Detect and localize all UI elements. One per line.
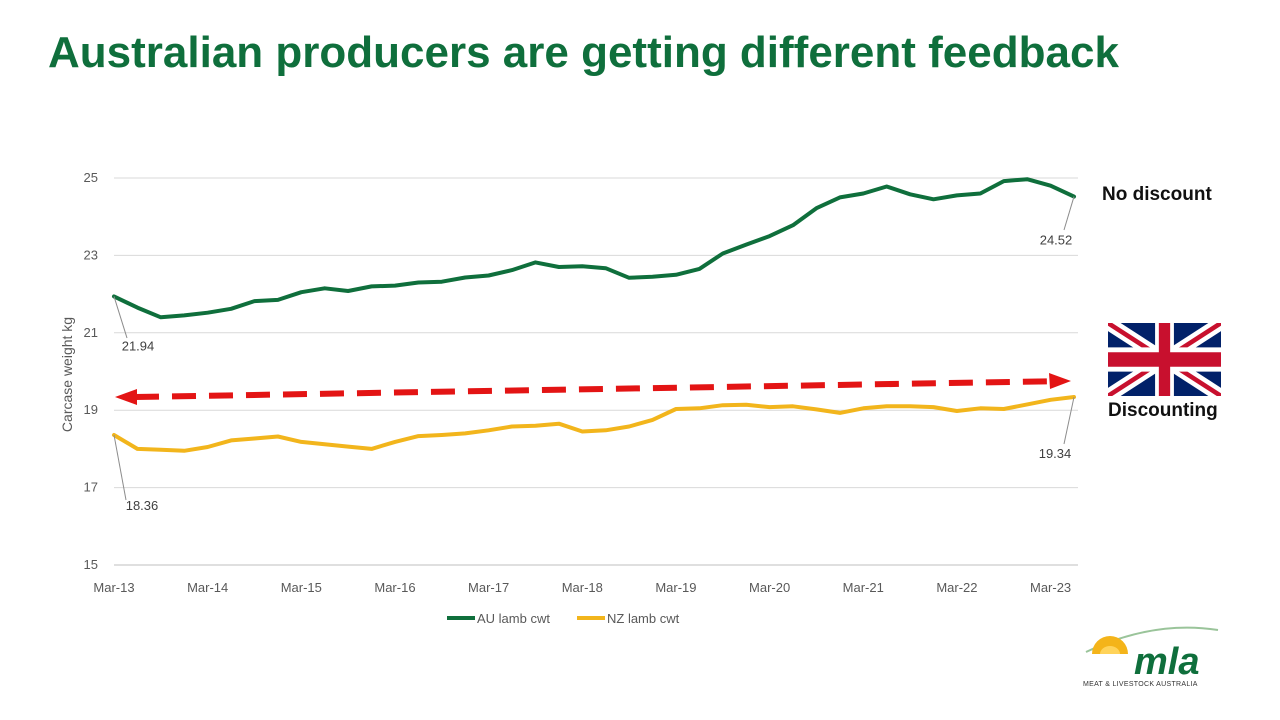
- logo-tagline: MEAT & LIVESTOCK AUSTRALIA: [1083, 681, 1198, 688]
- data-label: 19.34: [1039, 446, 1072, 461]
- uk-flag-icon: [1108, 323, 1221, 396]
- data-label: 24.52: [1040, 233, 1073, 248]
- x-tick-label: Mar-20: [749, 580, 790, 595]
- mla-logo: mla: [1085, 626, 1219, 683]
- y-tick-label: 17: [84, 480, 98, 495]
- y-tick-label: 19: [84, 402, 98, 417]
- trend-arrow-line: [134, 378, 1051, 400]
- page-title: Australian producers are getting differe…: [48, 28, 1119, 77]
- x-tick-label: Mar-22: [936, 580, 977, 595]
- data-label: 18.36: [126, 498, 159, 513]
- discounting-label: Discounting: [1108, 400, 1218, 421]
- y-tick-label: 21: [84, 325, 98, 340]
- logo-text: mla: [1134, 641, 1199, 683]
- legend-label: NZ lamb cwt: [607, 611, 680, 626]
- x-tick-label: Mar-13: [93, 580, 134, 595]
- y-axis-label: Carcase weight kg: [59, 317, 75, 432]
- series-line-nz: [112, 395, 1076, 453]
- data-label-leader: [1063, 196, 1075, 231]
- x-tick-label: Mar-17: [468, 580, 509, 595]
- data-label-leader: [113, 296, 128, 339]
- x-tick-label: Mar-19: [655, 580, 696, 595]
- legend-label: AU lamb cwt: [477, 611, 550, 626]
- data-label-leader: [1063, 396, 1075, 445]
- no-discount-label: No discount: [1102, 184, 1212, 205]
- x-tick-label: Mar-18: [562, 580, 603, 595]
- x-tick-label: Mar-14: [187, 580, 228, 595]
- trend-arrow-head-right: [1049, 373, 1071, 389]
- series-line-au: [112, 177, 1076, 320]
- y-tick-label: 15: [84, 557, 98, 572]
- x-tick-label: Mar-21: [843, 580, 884, 595]
- x-tick-label: Mar-15: [281, 580, 322, 595]
- trend-arrow-head-left: [115, 389, 137, 405]
- x-tick-label: Mar-23: [1030, 580, 1071, 595]
- y-tick-label: 23: [84, 247, 98, 262]
- data-label-leader: [113, 434, 127, 501]
- y-tick-label: 25: [84, 170, 98, 185]
- x-tick-label: Mar-16: [374, 580, 415, 595]
- data-label: 21.94: [122, 338, 155, 353]
